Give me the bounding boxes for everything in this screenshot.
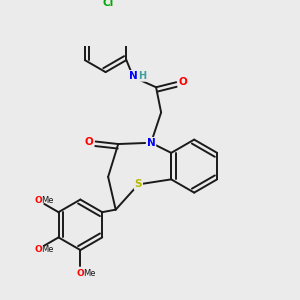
Text: Me: Me	[41, 196, 54, 205]
Text: O: O	[34, 244, 42, 253]
Text: N: N	[129, 71, 138, 81]
Text: O: O	[85, 136, 94, 146]
Text: Me: Me	[83, 269, 96, 278]
Text: O: O	[178, 77, 187, 87]
Text: H: H	[138, 71, 146, 81]
Text: O: O	[34, 196, 42, 205]
Text: N: N	[147, 138, 155, 148]
Text: Cl: Cl	[103, 0, 114, 8]
Text: Me: Me	[41, 244, 54, 253]
Text: S: S	[135, 179, 142, 189]
Text: O: O	[76, 269, 84, 278]
